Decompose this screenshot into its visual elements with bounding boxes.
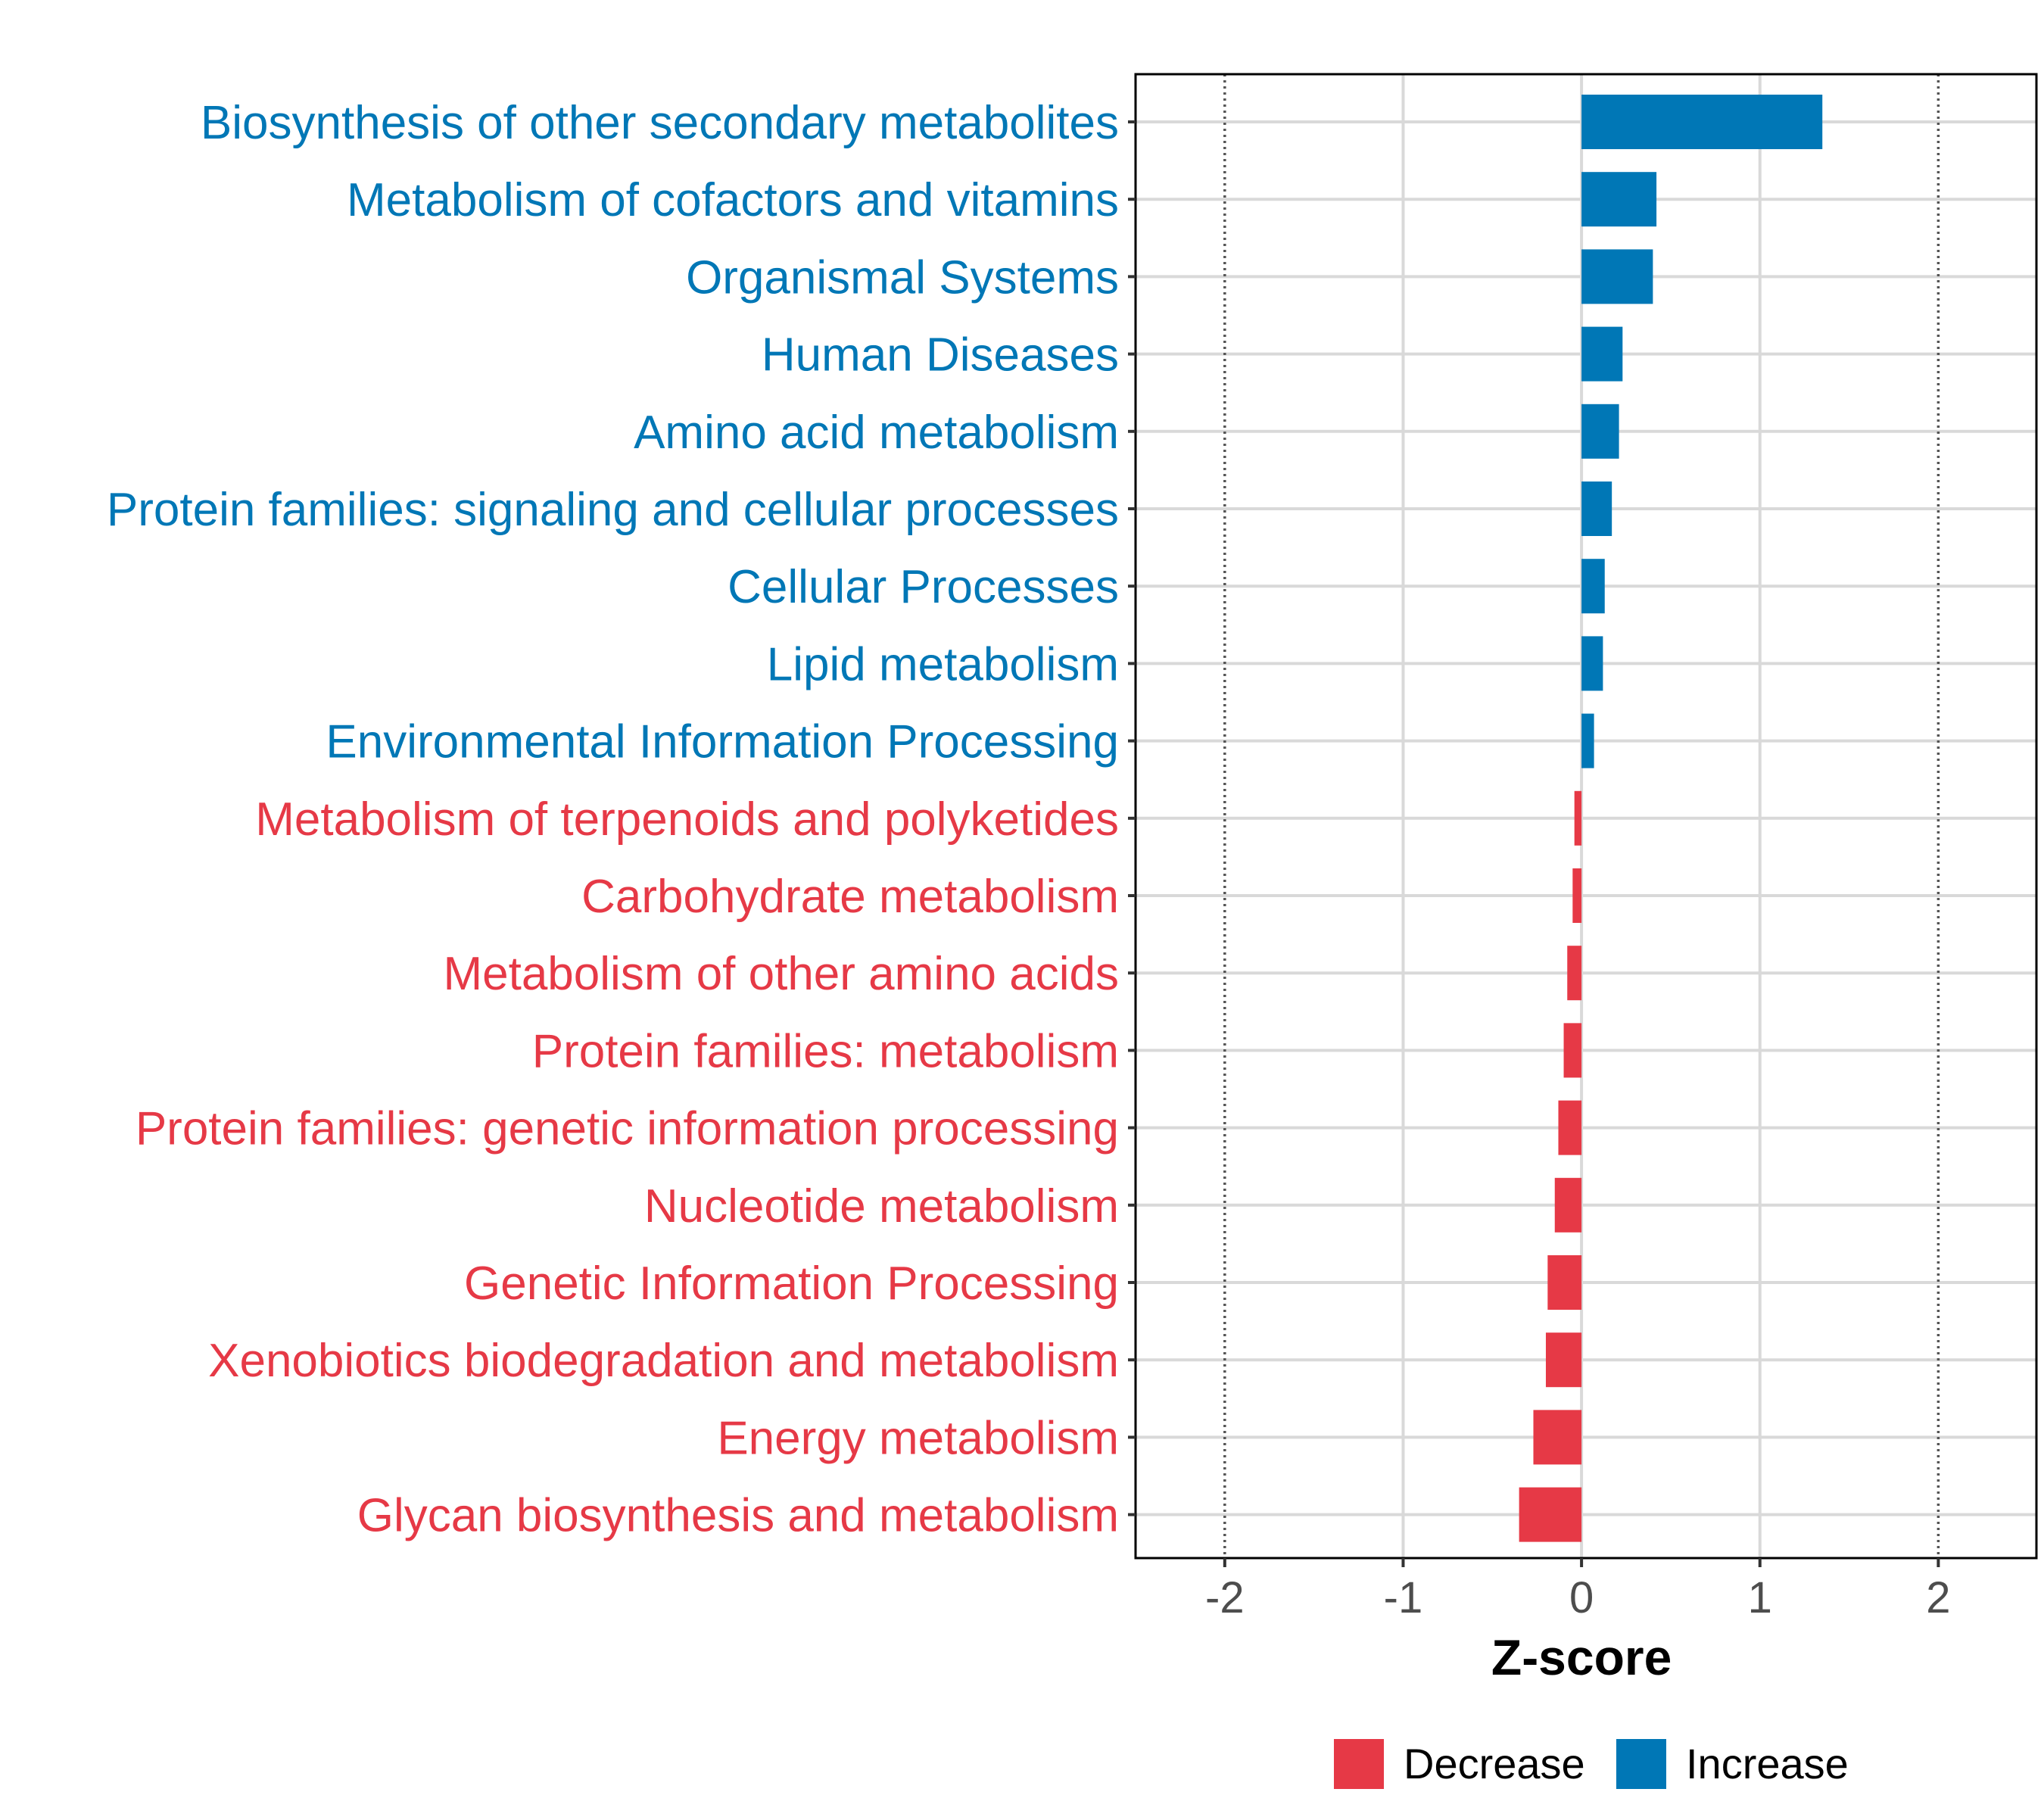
bar (1581, 482, 1612, 536)
category-label: Biosynthesis of other secondary metaboli… (201, 97, 1119, 149)
bar (1533, 1410, 1582, 1465)
bar (1581, 172, 1657, 227)
reference-lines (1223, 74, 1940, 1558)
legend: Decrease Increase (1334, 1739, 1849, 1789)
bar (1554, 1177, 1582, 1233)
panel-border (1134, 73, 2038, 1560)
category-label: Metabolism of cofactors and vitamins (347, 174, 1119, 226)
category-label: Protein families: genetic information pr… (136, 1103, 1119, 1155)
category-label: Energy metabolism (717, 1412, 1119, 1464)
bar (1563, 1023, 1582, 1078)
category-label: Protein families: signaling and cellular… (107, 484, 1119, 536)
bar (1574, 790, 1582, 846)
x-tick-label: 1 (1748, 1573, 1772, 1622)
x-axis-tick-labels: -2 -1 0 1 2 (1205, 1573, 1950, 1622)
legend-label-increase: Increase (1686, 1740, 1849, 1787)
bar (1581, 559, 1605, 614)
bar (1558, 1100, 1582, 1155)
category-label: Glycan biosynthesis and metabolism (357, 1490, 1119, 1542)
category-label: Environmental Information Processing (326, 716, 1119, 768)
category-label: Protein families: metabolism (532, 1025, 1119, 1077)
category-label: Xenobiotics biodegradation and metabolis… (208, 1335, 1119, 1387)
x-tick-label: 0 (1569, 1573, 1594, 1622)
bar (1547, 1255, 1582, 1310)
bar (1572, 868, 1582, 923)
category-label: Amino acid metabolism (634, 407, 1119, 459)
x-tick-label: 2 (1926, 1573, 1950, 1622)
bar (1567, 946, 1582, 1001)
bars (1519, 95, 1823, 1542)
category-label: Metabolism of other amino acids (443, 948, 1119, 1000)
bar (1581, 636, 1603, 691)
y-axis-ticks (1128, 120, 1136, 1516)
bar (1581, 249, 1653, 304)
bar (1519, 1487, 1582, 1542)
category-label: Human Diseases (762, 329, 1119, 382)
bar (1581, 326, 1623, 382)
bar (1581, 713, 1594, 768)
legend-label-decrease: Decrease (1404, 1740, 1585, 1787)
legend-key-decrease (1334, 1739, 1384, 1789)
category-label: Nucleotide metabolism (644, 1180, 1119, 1233)
category-label: Organismal Systems (686, 251, 1119, 304)
x-tick-label: -2 (1205, 1573, 1245, 1622)
category-label: Cellular Processes (728, 561, 1119, 613)
bar (1545, 1332, 1582, 1388)
category-label: Carbohydrate metabolism (581, 871, 1119, 923)
category-label: Metabolism of terpenoids and polyketides (255, 793, 1119, 846)
y-axis-labels: Biosynthesis of other secondary metaboli… (107, 97, 1119, 1542)
category-label: Lipid metabolism (767, 638, 1119, 690)
x-axis-title: Z-score (1491, 1629, 1672, 1685)
grid-lines (1136, 74, 2036, 1558)
bar (1581, 404, 1619, 459)
x-axis-ticks (1223, 1558, 1940, 1567)
bar (1581, 95, 1823, 149)
x-tick-label: -1 (1384, 1573, 1423, 1622)
category-label: Genetic Information Processing (464, 1258, 1119, 1310)
legend-key-increase (1616, 1739, 1666, 1789)
